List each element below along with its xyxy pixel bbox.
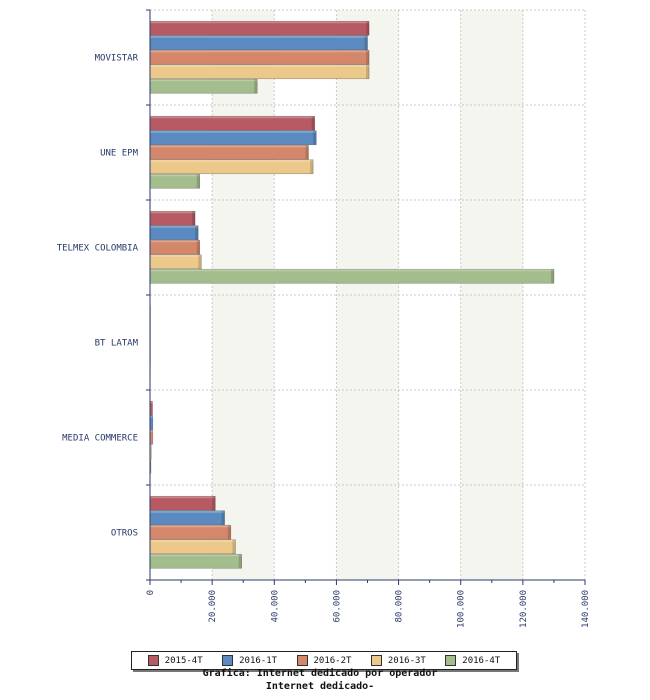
- bar-shade: [196, 240, 200, 255]
- bar-shade: [305, 145, 309, 160]
- bar-2016-4T-movistar: [149, 78, 258, 94]
- bar-shade: [366, 64, 370, 79]
- bar-highlight: [150, 50, 370, 53]
- x-tick-label: 80.000: [395, 590, 405, 623]
- bar-2016-1T-telmex-colombia: [149, 225, 199, 241]
- bar-shade: [212, 496, 216, 511]
- bar-highlight: [150, 444, 152, 447]
- bar-2016-2T-telmex-colombia: [149, 239, 201, 255]
- bar-2016-1T-une-epm: [149, 130, 317, 146]
- bar-2016-3T-otros: [149, 539, 236, 555]
- bar-highlight: [150, 21, 370, 24]
- bar-highlight: [150, 159, 314, 162]
- bar-highlight: [150, 415, 153, 418]
- chart-caption-line1: Grafica: Internet dedicado por operador: [202, 668, 438, 679]
- bar-highlight: [150, 430, 153, 433]
- bar-highlight: [150, 116, 315, 119]
- bar-highlight: [150, 130, 317, 133]
- bar-highlight: [150, 35, 368, 38]
- legend-item: 2016-2T: [296, 655, 352, 666]
- bar-2016-3T-une-epm: [149, 159, 314, 175]
- legend-label: 2016-1T: [239, 655, 278, 666]
- chart-caption-line2: Internet dedicado-: [265, 681, 375, 692]
- bar-chart: MOVISTAR UNE EPM TELMEX COLOMBIA BT LATAM ME…: [57, 9, 591, 628]
- bar-highlight: [150, 254, 202, 257]
- category-label: BT LATAM: [95, 339, 139, 349]
- bar-shade: [221, 510, 225, 525]
- bar-shade: [195, 225, 199, 240]
- bar-highlight: [150, 496, 216, 499]
- bar-2015-4T-une-epm: [149, 115, 315, 131]
- bar-shade: [254, 79, 258, 94]
- bar-highlight: [150, 525, 231, 528]
- bar-shade: [366, 50, 370, 65]
- bar-shade: [364, 35, 368, 50]
- legend-swatch: [296, 655, 308, 666]
- legend-label: 2016-3T: [387, 655, 426, 666]
- bar-highlight: [150, 401, 153, 404]
- bar-highlight: [150, 240, 200, 243]
- bar-shade: [192, 211, 196, 226]
- bar-2016-1T-movistar: [149, 35, 368, 51]
- bar-shade: [366, 21, 370, 36]
- bar-2015-4T-telmex-colombia: [149, 210, 196, 226]
- bar-shade: [311, 116, 315, 131]
- legend-item: 2016-1T: [222, 655, 277, 666]
- bar-highlight: [150, 145, 309, 148]
- legend-item: 2015-4T: [147, 655, 203, 666]
- bar-shade: [238, 554, 242, 569]
- legend-label: 2015-4T: [164, 655, 203, 666]
- bar-2015-4T-otros: [149, 495, 216, 511]
- bar-shade: [313, 130, 317, 145]
- x-tick-label: 100.000: [457, 590, 467, 628]
- bar-2016-2T-movistar: [149, 49, 370, 65]
- bar-2016-2T-une-epm: [149, 144, 309, 160]
- bar-shade: [227, 525, 231, 540]
- bar-shade: [198, 254, 202, 269]
- bar-2016-4T-telmex-colombia: [149, 268, 555, 284]
- bar-shade: [550, 269, 554, 284]
- category-label: MEDIA COMMERCE: [62, 434, 138, 444]
- bar-shade: [310, 159, 314, 174]
- bar-2015-4T-movistar: [149, 20, 370, 36]
- bar-2016-4T-otros: [149, 553, 242, 569]
- legend-swatch: [445, 655, 457, 666]
- x-tick-label: 0: [146, 590, 156, 595]
- bar-highlight: [150, 211, 196, 214]
- bar-highlight: [150, 174, 200, 177]
- bar-shade: [232, 539, 236, 554]
- bar-highlight: [150, 510, 225, 513]
- bar-2016-2T-otros: [149, 524, 232, 540]
- bar-highlight: [150, 269, 554, 272]
- category-label: UNE EPM: [100, 149, 139, 159]
- bar-2016-4T-une-epm: [149, 173, 201, 189]
- category-label: OTROS: [111, 529, 138, 539]
- x-tick-label: 140.000: [581, 590, 591, 628]
- bar-2016-1T-otros: [149, 510, 225, 526]
- bar-highlight: [150, 64, 370, 67]
- bar-highlight: [150, 225, 199, 228]
- bar-highlight: [150, 554, 242, 557]
- bar-highlight: [150, 539, 236, 542]
- x-tick-label: 20.000: [208, 590, 218, 623]
- legend-swatch: [370, 655, 382, 666]
- legend-label: 2016-4T: [462, 655, 501, 666]
- bar-highlight: [150, 79, 258, 82]
- legend-swatch: [147, 655, 159, 666]
- category-label: TELMEX COLOMBIA: [57, 244, 139, 254]
- legend-label: 2016-2T: [313, 655, 352, 666]
- bar-2016-3T-movistar: [149, 64, 370, 80]
- bar-shade: [196, 174, 200, 189]
- x-tick-label: 60.000: [332, 590, 342, 623]
- legend-item: 2016-4T: [445, 655, 500, 666]
- category-label: MOVISTAR: [95, 54, 139, 64]
- bar-2016-3T-telmex-colombia: [149, 254, 202, 270]
- x-tick-label: 40.000: [270, 590, 280, 623]
- legend-swatch: [222, 655, 234, 666]
- chart-legend: 2015-4T 2016-1T 2016-2T 2016-3T 2016-4T: [131, 651, 517, 670]
- x-tick-label: 120.000: [519, 590, 529, 628]
- legend-item: 2016-3T: [370, 655, 426, 666]
